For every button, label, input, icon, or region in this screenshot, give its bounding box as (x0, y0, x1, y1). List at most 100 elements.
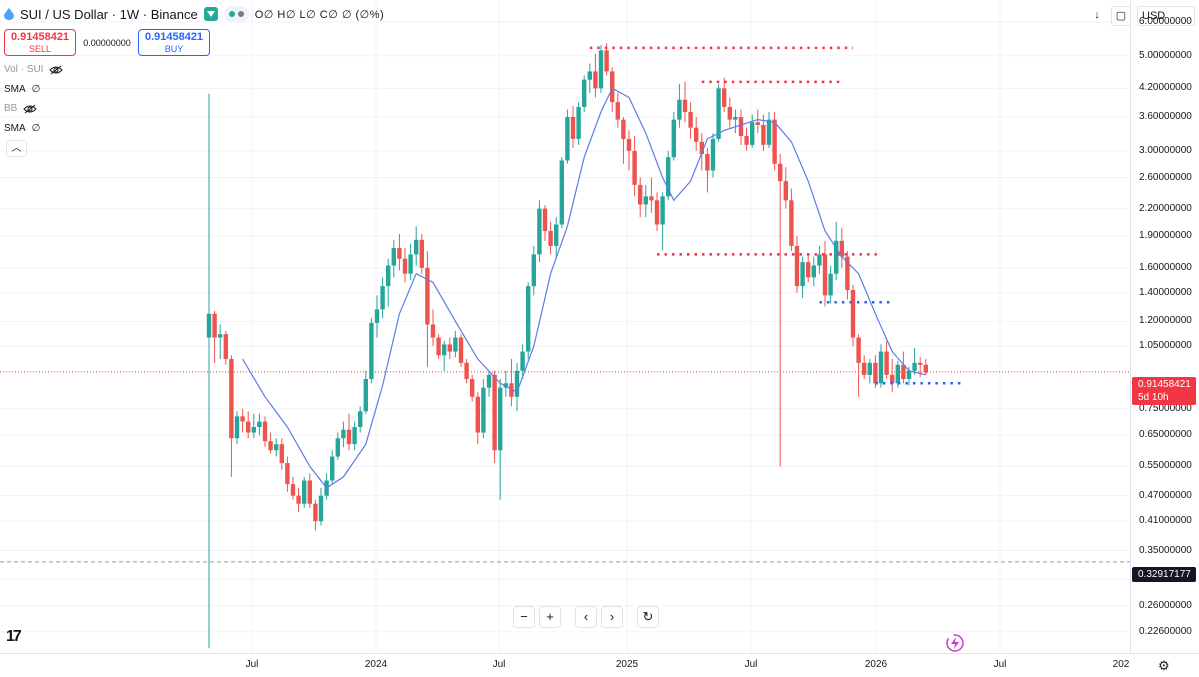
current-price-tag: 0.91458421 5d 10h (1132, 377, 1196, 405)
hidden-eye-icon[interactable] (49, 65, 64, 75)
candle-body (705, 154, 710, 171)
status-dots[interactable] (223, 6, 249, 22)
candle-body (822, 254, 828, 296)
symbol-title[interactable]: SUI / US Dollar · 1W · Binance (20, 6, 198, 22)
candle-body (576, 106, 581, 139)
candle-body (750, 122, 755, 145)
candle-body (458, 337, 464, 363)
indicator-value: ∅ (31, 123, 41, 134)
candle-body (307, 480, 312, 504)
indicator-sma-2[interactable]: SMA ∅ (4, 123, 40, 134)
candle-body (654, 200, 660, 225)
indicator-bb[interactable]: BB (4, 103, 38, 114)
candle-body (632, 150, 637, 185)
candle-body (789, 200, 794, 246)
candle-body (268, 441, 273, 451)
candle-body (425, 267, 430, 325)
candle-body (598, 50, 604, 89)
candle-body (475, 396, 480, 433)
indicator-volume[interactable]: Vol · SUI (4, 64, 64, 75)
buy-button[interactable]: 0.91458421 BUY (138, 29, 210, 56)
candle-body (677, 99, 682, 120)
candle-body (738, 117, 744, 137)
candle-body (481, 387, 486, 433)
candle-body (716, 88, 721, 139)
sell-price: 0.91458421 (10, 31, 70, 43)
zoom-out-button[interactable]: − (513, 606, 535, 628)
indicator-value: ∅ (31, 84, 41, 95)
price-scale-label: 0.26000000 (1139, 599, 1192, 611)
candle-body (274, 444, 279, 451)
candle-body (223, 334, 228, 360)
down-arrow-icon[interactable]: ↓ (1094, 9, 1100, 21)
chart-area[interactable]: SUI / US Dollar · 1W · Binance O∅ H∅ L∅ … (0, 0, 1130, 653)
trade-panel: 0.91458421 SELL 0.00000000 0.91458421 BU… (4, 29, 210, 56)
price-scale-label: 6.00000000 (1139, 16, 1192, 27)
candle-body (548, 231, 553, 246)
price-scale-label: 0.22600000 (1139, 625, 1192, 637)
candle-body (414, 239, 419, 255)
candle-body (514, 370, 520, 397)
candle-body (559, 160, 564, 225)
zoom-in-button[interactable]: + (539, 606, 561, 628)
candle-body (447, 344, 452, 352)
hidden-eye-icon[interactable] (23, 104, 38, 114)
sell-button[interactable]: 0.91458421 SELL (4, 29, 76, 56)
chevron-up-icon: ︿ (11, 143, 22, 154)
flash-icon[interactable] (946, 634, 964, 652)
candle-body (374, 309, 380, 323)
candle-body (694, 127, 699, 142)
candle-body (912, 362, 917, 371)
price-scale-label: 1.40000000 (1139, 286, 1192, 298)
candle-body (626, 138, 632, 151)
time-label: Jul (492, 659, 506, 670)
candle-body (296, 495, 301, 504)
candle-body (660, 196, 665, 225)
market-open-icon (203, 7, 218, 21)
time-label: 202 (1112, 659, 1130, 670)
candle-body (845, 256, 850, 291)
spread-value: 0.00000000 (83, 37, 131, 48)
symbol-header: SUI / US Dollar · 1W · Binance O∅ H∅ L∅ … (4, 6, 384, 22)
candle-body (722, 88, 727, 107)
reset-chart-button[interactable]: ↻ (637, 606, 659, 628)
candle-body (341, 429, 346, 439)
tradingview-logo[interactable]: 17 (6, 628, 22, 645)
candle-body (666, 157, 671, 197)
gear-icon[interactable]: ⚙ (1158, 658, 1170, 673)
candle-body (610, 71, 615, 103)
candle-body (671, 119, 676, 158)
candle-body (520, 351, 525, 371)
candle-body (570, 117, 576, 139)
square-select-icon[interactable]: ▢ (1111, 6, 1131, 26)
candle-body (330, 456, 335, 481)
time-axis[interactable]: Jul 2024 Jul 2025 Jul 2026 Jul 202 ⚙ (0, 653, 1199, 677)
crosshair-price-tag: 0.32917177 (1132, 567, 1196, 582)
indicator-sma-1[interactable]: SMA ∅ (4, 84, 40, 95)
price-scale[interactable]: ↓ ▢ USD 6.00000000 5.00000000 4.20000000 3.… (1094, 0, 1199, 653)
bar-countdown: 5d 10h (1138, 392, 1169, 403)
candle-body (262, 421, 268, 442)
scroll-right-button[interactable]: › (601, 606, 623, 628)
price-scale-label: 0.65000000 (1139, 429, 1192, 441)
collapse-indicators-button[interactable]: ︿ (6, 140, 27, 157)
candlestick-chart[interactable] (0, 0, 1130, 653)
candle-body (352, 426, 357, 445)
candle-body (604, 50, 609, 72)
candle-body (335, 438, 340, 457)
chart-navigation: − + ‹ › ↻ (513, 606, 659, 628)
time-label: Jul (744, 659, 758, 670)
candle-body (218, 334, 223, 338)
candle-body (766, 119, 772, 145)
candle-body (369, 322, 374, 380)
candle-body (542, 208, 548, 232)
price-scale-label: 0.75000000 (1139, 402, 1192, 414)
candle-body (408, 254, 413, 274)
indicator-name: BB (4, 103, 18, 114)
scroll-left-button[interactable]: ‹ (575, 606, 597, 628)
currency-select[interactable]: USD (1137, 6, 1195, 26)
candle-body (884, 351, 889, 375)
indicator-name: Vol · SUI (4, 64, 44, 75)
time-label: Jul (993, 659, 1007, 670)
candle-body (811, 265, 816, 278)
